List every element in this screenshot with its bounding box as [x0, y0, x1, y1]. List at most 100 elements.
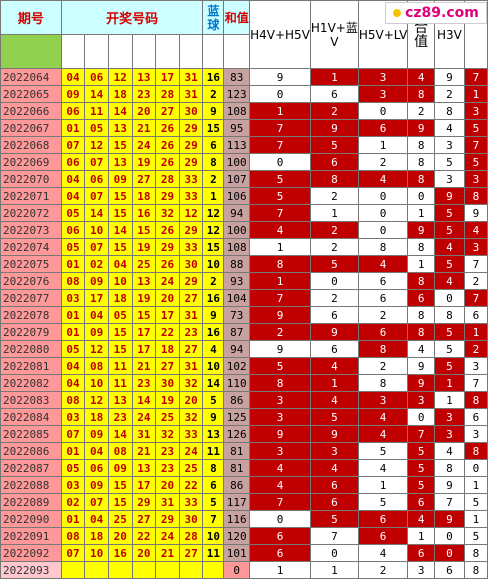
red-ball-cell: 05 [107, 306, 133, 324]
sum-cell: 102 [223, 357, 251, 375]
red-ball-cell: 05 [84, 119, 109, 137]
blue-ball-cell: 6 [202, 476, 225, 494]
red-ball-cell: 27 [131, 170, 157, 188]
metric-cell: 2 [357, 357, 409, 375]
metric-cell: 9 [309, 425, 359, 443]
red-ball-cell: 30 [178, 102, 204, 120]
blue-ball-cell: 15 [202, 238, 225, 256]
period-cell: 2022091 [0, 527, 62, 545]
red-ball-cell: 15 [107, 238, 133, 256]
metric-cell: 6 [357, 323, 409, 341]
red-ball-cell: 12 [178, 204, 204, 222]
period-cell: 2022069 [0, 153, 62, 171]
period-cell: 2022076 [0, 272, 62, 290]
sum-cell: 106 [223, 187, 251, 205]
red-ball-cell: 31 [178, 68, 204, 86]
metric-cell: 1 [309, 561, 359, 579]
metric-cell: 6 [357, 272, 409, 290]
period-cell: 2022068 [0, 136, 62, 154]
metric-cell: 6 [309, 85, 359, 103]
metric-cell: 1 [357, 136, 409, 154]
blue-ball-cell: 15 [202, 119, 225, 137]
table-row: 2022086 01 04 08 21 23 24 11 81 3 3 5 5 4 8 [0, 442, 488, 460]
metric-cell: 0 [357, 102, 409, 120]
red-ball-cell: 07 [84, 493, 109, 511]
metric-cell: 3 [463, 170, 488, 188]
sum-cell: 94 [223, 340, 251, 358]
blue-ball-cell: 10 [202, 255, 225, 273]
sum-cell: 100 [223, 153, 251, 171]
blue-ball-cell: 8 [202, 153, 225, 171]
red-ball-cell: 15 [107, 136, 133, 154]
red-ball-cell: 01 [60, 510, 86, 528]
sum-cell: 113 [223, 136, 251, 154]
table-row: 2022092 07 10 16 20 21 27 11 101 6 0 4 6 0 8 [0, 544, 488, 562]
red-ball-cell: 27 [155, 102, 180, 120]
metric-cell: 7 [463, 289, 488, 307]
metric-cell: 8 [463, 544, 488, 562]
period-cell: 2022088 [0, 476, 62, 494]
red-ball-cell: 31 [178, 85, 204, 103]
metric-cell: 8 [249, 374, 311, 392]
metric-cell: 4 [407, 340, 435, 358]
metric-cell: 6 [309, 493, 359, 511]
red-ball-cell: 33 [178, 425, 204, 443]
metric-cell: 6 [433, 561, 465, 579]
metric-cell: 4 [433, 272, 465, 290]
blue-ball-cell: 14 [202, 374, 225, 392]
metric-cell: 3 [463, 357, 488, 375]
red-ball-cell: 20 [178, 391, 204, 409]
metric-cell: 2 [309, 102, 359, 120]
red-ball-cell [60, 561, 86, 579]
red-ball-cell: 17 [131, 323, 157, 341]
metric-cell: 8 [407, 153, 435, 171]
red-ball-cell: 31 [131, 425, 157, 443]
table-row: 2022091 08 18 20 22 24 28 10 120 6 7 6 1 0 5 [0, 527, 488, 545]
sum-cell: 117 [223, 493, 251, 511]
red-ball-cell: 29 [178, 153, 204, 171]
filter-cell [131, 34, 157, 69]
red-ball-cell: 04 [107, 255, 133, 273]
table-row: 2022089 02 07 15 29 31 33 5 117 7 6 5 6 7 5 [0, 493, 488, 511]
red-ball-cell: 19 [131, 238, 157, 256]
blue-ball-cell: 5 [202, 391, 225, 409]
blue-ball-cell: 10 [202, 527, 225, 545]
red-ball-cell: 14 [107, 221, 133, 239]
blue-ball-cell: 2 [202, 272, 225, 290]
red-ball-cell: 09 [107, 459, 133, 477]
sum-cell: 126 [223, 425, 251, 443]
metric-cell: 1 [463, 323, 488, 341]
red-ball-cell: 24 [178, 442, 204, 460]
red-ball-cell: 26 [155, 136, 180, 154]
metric-cell: 6 [407, 493, 435, 511]
table-row: 2022066 06 11 14 20 27 30 9 108 1 2 0 2 8 3 [0, 102, 488, 120]
period-cell: 2022093 [0, 561, 62, 579]
red-ball-cell: 16 [131, 204, 157, 222]
metric-cell: 9 [249, 340, 311, 358]
metric-cell: 5 [463, 153, 488, 171]
red-ball-cell: 13 [107, 391, 133, 409]
red-ball-cell: 13 [107, 119, 133, 137]
metric-cell: 2 [309, 221, 359, 239]
table-row: 2022072 05 14 15 16 32 12 12 94 7 1 0 1 5 9 [0, 204, 488, 222]
blue-ball-cell: 16 [202, 323, 225, 341]
period-cell: 2022089 [0, 493, 62, 511]
metric-cell: 1 [463, 510, 488, 528]
red-ball-cell: 19 [131, 289, 157, 307]
metric-cell: 2 [463, 272, 488, 290]
red-ball-cell: 02 [60, 493, 86, 511]
red-ball-cell: 24 [131, 136, 157, 154]
sum-cell: 107 [223, 170, 251, 188]
red-ball-cell: 08 [107, 442, 133, 460]
red-ball-cell: 30 [155, 374, 180, 392]
sum-cell: 73 [223, 306, 251, 324]
red-ball-cell: 15 [107, 340, 133, 358]
red-ball-cell: 31 [178, 306, 204, 324]
period-cell: 2022071 [0, 187, 62, 205]
metric-cell: 9 [249, 306, 311, 324]
red-ball-cell: 30 [178, 510, 204, 528]
red-ball-cell [178, 561, 204, 579]
red-ball-cell: 01 [60, 442, 86, 460]
metric-cell: 8 [407, 85, 435, 103]
sum-cell: 0 [223, 561, 251, 579]
